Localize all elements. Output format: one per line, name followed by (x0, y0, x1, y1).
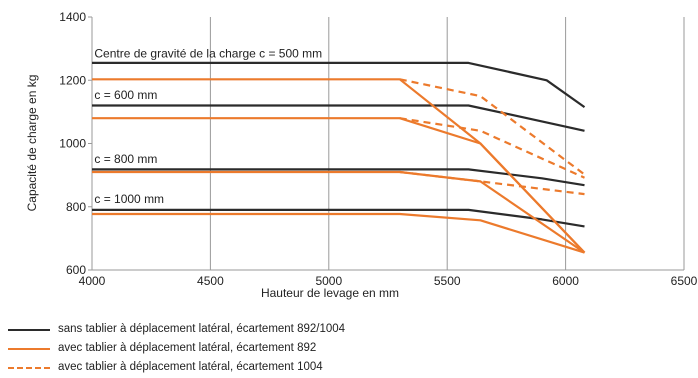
series-line-orange-dashed (399, 170, 585, 196)
y-tick-label: 1400 (59, 10, 86, 24)
y-tick-label: 600 (66, 263, 86, 277)
legend-swatch-black-solid (8, 328, 50, 331)
series-line-orange-solid (92, 117, 586, 254)
tick-labels: 4000 4500 5000 5500 6000 6500 600 800 1000 1200 14… (59, 10, 697, 288)
x-tick-label: 5500 (434, 274, 461, 288)
annotation-label: c = 800 mm (94, 152, 157, 166)
y-axis-label: Capacité de charge en kg (25, 75, 39, 212)
annotation-label: c = 1000 mm (94, 192, 164, 206)
series-group (92, 61, 586, 254)
legend-item-black-solid: sans tablier à déplacement latéral, écar… (8, 320, 345, 339)
series-line-orange-solid (92, 212, 585, 254)
x-tick-label: 6000 (552, 274, 579, 288)
y-tick-label: 1200 (59, 73, 86, 87)
annotation-label: c = 600 mm (94, 88, 157, 102)
x-axis-label: Hauteur de levage en mm (261, 286, 399, 300)
x-tick-label: 4000 (79, 274, 106, 288)
x-tick-label: 6500 (671, 274, 698, 288)
annotations: Centre de gravité de la charge c = 500 m… (94, 46, 322, 205)
legend-swatch-orange-dashed (8, 366, 50, 369)
chart-plot: Centre de gravité de la charge c = 500 m… (25, 10, 698, 300)
series-line-black-solid (92, 208, 585, 228)
x-tick-label: 5000 (315, 274, 342, 288)
legend-label: sans tablier à déplacement latéral, écar… (58, 323, 346, 335)
series-line-black-solid (92, 61, 586, 108)
axes (88, 16, 684, 271)
legend-swatch-orange-solid (8, 347, 50, 350)
y-tick-label: 800 (66, 200, 86, 214)
legend-item-orange-dashed: avec tablier à déplacement latéral, écar… (8, 358, 345, 377)
series-line-orange-dashed (399, 117, 585, 179)
legend-label: avec tablier à déplacement latéral, écar… (58, 342, 317, 354)
legend-item-orange-solid: avec tablier à déplacement latéral, écar… (8, 339, 345, 358)
legend: sans tablier à déplacement latéral, écar… (8, 320, 345, 377)
y-tick-label: 1000 (59, 137, 86, 151)
series-line-orange-dashed (399, 78, 586, 176)
x-tick-label: 4500 (197, 274, 224, 288)
series-line-black-solid (92, 168, 585, 187)
legend-label: avec tablier à déplacement latéral, écar… (58, 361, 323, 373)
annotation-label: Centre de gravité de la charge c = 500 m… (94, 46, 322, 60)
grid-lines (209, 17, 685, 270)
